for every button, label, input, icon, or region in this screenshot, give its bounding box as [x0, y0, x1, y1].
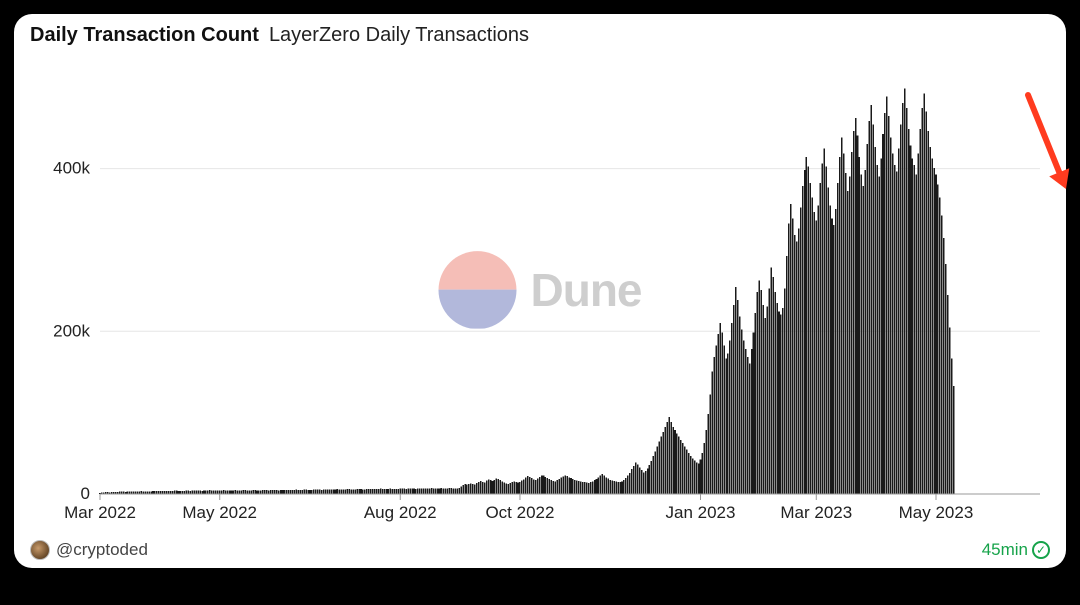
svg-text:Jan 2023: Jan 2023 — [666, 503, 736, 522]
svg-text:0: 0 — [81, 484, 90, 503]
svg-text:200k: 200k — [53, 321, 90, 340]
author-handle: @cryptoded — [56, 540, 148, 560]
svg-text:May 2022: May 2022 — [182, 503, 257, 522]
svg-text:May 2023: May 2023 — [899, 503, 974, 522]
svg-text:Oct 2022: Oct 2022 — [485, 503, 554, 522]
chart-footer: @cryptoded 45min ✓ — [30, 536, 1050, 560]
chart-title: Daily Transaction Count — [30, 24, 259, 47]
bar-chart: 0 200k 400k Mar 2022 May 2022 Aug 2022 Oct 202… — [30, 51, 1050, 536]
svg-text:Mar 2023: Mar 2023 — [780, 503, 852, 522]
refresh-age: 45min — [982, 540, 1028, 560]
chart-card: Daily Transaction Count LayerZero Daily … — [14, 14, 1066, 568]
chart-header: Daily Transaction Count LayerZero Daily … — [30, 24, 1050, 51]
author-avatar — [30, 540, 50, 560]
author-link[interactable]: @cryptoded — [30, 540, 148, 560]
svg-text:Aug 2022: Aug 2022 — [364, 503, 437, 522]
chart-area: 0 200k 400k Mar 2022 May 2022 Aug 2022 Oct 202… — [30, 51, 1050, 536]
svg-text:400k: 400k — [53, 159, 90, 178]
refresh-status[interactable]: 45min ✓ — [982, 540, 1050, 560]
check-circle-icon: ✓ — [1032, 541, 1050, 559]
chart-subtitle: LayerZero Daily Transactions — [269, 24, 529, 47]
svg-text:Mar 2022: Mar 2022 — [64, 503, 136, 522]
